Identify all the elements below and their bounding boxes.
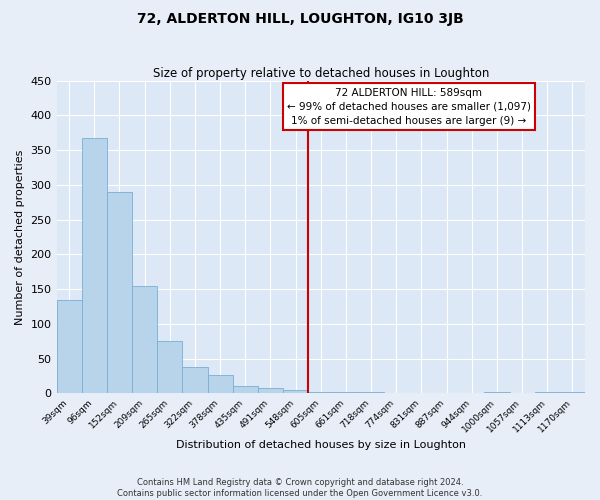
Bar <box>283 390 308 394</box>
Y-axis label: Number of detached properties: Number of detached properties <box>15 150 25 324</box>
Title: Size of property relative to detached houses in Loughton: Size of property relative to detached ho… <box>152 66 489 80</box>
Bar <box>208 376 233 394</box>
Text: 72, ALDERTON HILL, LOUGHTON, IG10 3JB: 72, ALDERTON HILL, LOUGHTON, IG10 3JB <box>137 12 463 26</box>
X-axis label: Distribution of detached houses by size in Loughton: Distribution of detached houses by size … <box>176 440 466 450</box>
Bar <box>359 392 383 394</box>
Bar <box>334 392 359 394</box>
Bar <box>182 367 208 394</box>
Text: 72 ALDERTON HILL: 589sqm
← 99% of detached houses are smaller (1,097)
1% of semi: 72 ALDERTON HILL: 589sqm ← 99% of detach… <box>287 88 531 126</box>
Bar <box>157 342 182 394</box>
Bar <box>82 138 107 394</box>
Bar <box>535 392 560 394</box>
Bar <box>484 392 509 394</box>
Bar <box>56 300 82 394</box>
Bar <box>233 386 258 394</box>
Bar <box>107 192 132 394</box>
Bar <box>132 286 157 394</box>
Bar <box>308 392 334 394</box>
Bar <box>258 388 283 394</box>
Bar <box>560 392 585 394</box>
Text: Contains HM Land Registry data © Crown copyright and database right 2024.
Contai: Contains HM Land Registry data © Crown c… <box>118 478 482 498</box>
